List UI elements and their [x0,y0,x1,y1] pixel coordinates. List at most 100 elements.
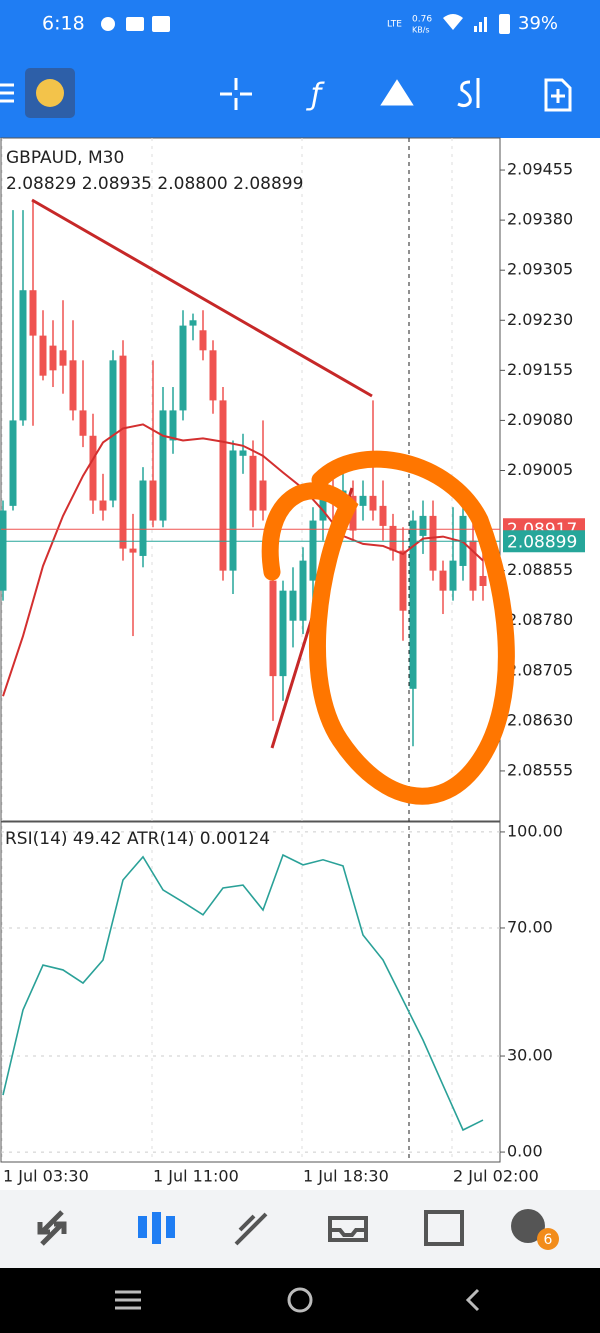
candle-body [449,560,457,591]
network-type: LTE [387,20,402,30]
y-tick-label: 2.09080 [507,410,573,429]
candle-body [169,410,177,441]
candle-body [79,410,87,436]
home-button[interactable] [287,1287,313,1313]
candle-body [229,450,237,571]
candle-body [439,570,447,591]
candle-body [419,515,427,536]
candle-body [469,540,477,591]
trade-button[interactable] [457,78,480,108]
candle-body [389,525,397,551]
objects-button[interactable] [380,79,414,106]
recent-apps[interactable] [115,1290,141,1310]
indicator-label: RSI(14) 49.42 ATR(14) 0.00124 [5,829,270,849]
rsi-line [2,853,484,1132]
battery-level: 39% [518,13,558,34]
y-tick-label: 30.00 [507,1046,553,1065]
net-speed: 0.76 [412,15,432,25]
bid-tag [503,530,585,553]
candle-body [379,505,387,526]
candle-body [69,360,77,411]
y-tick-label: 70.00 [507,917,553,936]
candle-body [189,320,197,326]
y-tick-label: 2.08630 [507,710,573,729]
main-pane [0,137,501,1162]
candle-body [359,495,367,506]
y-tick-label: 2.08780 [507,610,573,629]
moving-average [2,423,484,697]
candle-body [269,580,277,677]
bid-label: 2.08899 [507,532,577,552]
candle-body [279,590,287,677]
candle-body [309,520,317,581]
news-tab[interactable] [424,1210,464,1246]
candle-body [19,290,27,421]
toolbar: ƒ [220,78,572,113]
candle-body [59,350,67,366]
crosshair-button[interactable] [220,78,252,110]
y-tick-label: 0.00 [507,1142,543,1161]
candle-body [319,490,327,521]
y-tick-label: 2.09005 [507,460,573,479]
tab-icons: 6 [37,1209,559,1250]
candle-body [219,400,227,571]
badge [537,1228,559,1250]
history-tab[interactable] [328,1216,368,1242]
system-nav [0,1268,600,1333]
candle-body [259,480,267,511]
candle-body [109,360,117,501]
back-button[interactable] [465,1288,480,1312]
y-tick-label: 2.09305 [507,260,573,279]
candle-body [299,560,307,621]
candle-body [199,330,207,351]
y-tick-label: 2.09455 [507,160,573,179]
candle-body [209,350,217,401]
signal-icons [443,14,510,34]
candle-body [289,590,297,621]
hand-drawn-circle [261,450,515,805]
main-pane-frame [0,137,501,822]
candle-body [129,548,137,553]
new-order-button[interactable] [544,78,572,112]
y-tick-label: 100.00 [507,821,563,840]
candle-body [479,575,487,586]
badge-count: 6 [544,1232,553,1248]
candle-body [429,515,437,571]
y-tick-label: 2.09380 [507,210,573,229]
messages-tab[interactable] [511,1209,545,1243]
trade-tab[interactable] [234,1212,268,1246]
x-tick-label: 1 Jul 11:00 [153,1167,239,1186]
candle-body [409,520,417,689]
candle-body [249,455,257,511]
candle-body [179,325,187,411]
y-tick-label: 2.08705 [507,660,573,679]
x-tick-label: 1 Jul 03:30 [3,1167,89,1186]
net-speed-unit: KB/s [412,26,430,35]
candle-body [89,435,97,501]
candle-body [0,510,7,591]
rsi-pane-frame [0,821,501,1163]
clock: 6:18 [42,13,85,35]
candle-body [139,480,147,556]
menu-button[interactable] [0,83,14,103]
candle-body [239,450,247,456]
candle-body [99,500,107,511]
chart-symbol: GBPAUD, M30 [6,148,124,168]
ohlc-values: 2.08829 2.08935 2.08800 2.08899 [6,174,303,194]
candle-body [39,335,47,376]
y-tick-label: 2.09230 [507,310,573,329]
quotes-tab[interactable] [37,1210,67,1246]
chart-tab[interactable] [138,1212,175,1244]
notification-icons [101,16,170,32]
candle-body [9,420,17,506]
indicators-button[interactable]: ƒ [306,78,325,113]
candle-body [399,550,407,611]
y-tick-label: 2.09155 [507,360,573,379]
y-tick-label: 2.08855 [507,560,573,579]
nav-buttons [115,1287,480,1313]
candle-body [29,290,37,336]
x-tick-label: 1 Jul 18:30 [303,1167,389,1186]
y-tick-label: 2.08555 [507,760,573,779]
candle-body [369,495,377,511]
